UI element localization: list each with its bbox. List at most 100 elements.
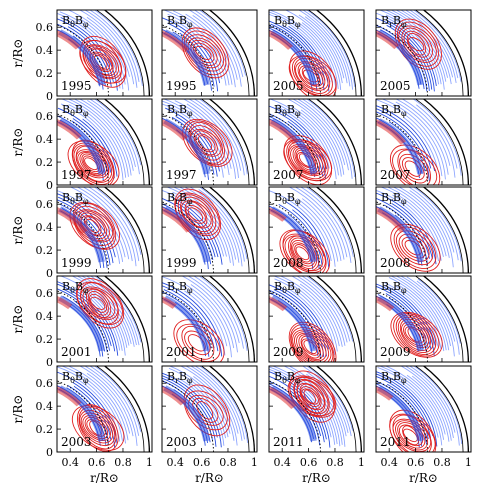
x-axis-label: r/R⊙	[90, 471, 119, 485]
positive-contour	[393, 226, 437, 269]
contour-field	[57, 99, 151, 185]
positive-contour	[301, 388, 319, 405]
positive-core	[269, 295, 288, 312]
y-tick-label: 0.4	[36, 221, 54, 234]
negative-contour	[179, 210, 214, 261]
panel-frame	[375, 9, 472, 97]
negative-contour	[72, 118, 112, 173]
surface-arc	[95, 99, 145, 185]
panel-frame	[161, 9, 258, 97]
positive-contour	[185, 204, 206, 224]
x-tick-label: 0.8	[219, 456, 237, 469]
panel-year-label: 2009	[273, 345, 304, 359]
panel-r2-c2: BrBφ 1997	[161, 98, 258, 186]
negative-contour	[172, 191, 227, 257]
positive-contour	[74, 209, 114, 243]
negative-contour	[299, 23, 339, 89]
negative-contour	[184, 283, 232, 358]
y-tick-label: 0.2	[36, 156, 54, 169]
panel-year-label: 1999	[61, 256, 92, 270]
positive-contour	[176, 323, 221, 362]
negative-contour	[305, 276, 354, 342]
contour-field	[376, 366, 470, 452]
negative-contour	[57, 281, 119, 356]
panel-r5-c4: BrBφ 2011 0.4 0.6 0.8 1	[375, 365, 472, 469]
negative-contour	[395, 10, 452, 85]
positive-contour	[295, 61, 329, 91]
panel-component-label: BθBφ	[62, 191, 89, 206]
x-tick-label: 0.6	[300, 456, 318, 469]
contour-field	[269, 366, 363, 452]
negative-contour	[395, 101, 449, 175]
surface-arc	[315, 276, 363, 362]
negative-contour	[386, 383, 429, 440]
positive-contour	[84, 416, 109, 440]
positive-contour	[390, 311, 443, 358]
surface-arc	[95, 366, 145, 452]
positive-contour	[84, 45, 120, 79]
panels-layer: BθBφ 1995 0 0.2 0.4 0.6 BrBφ 1995 BθBφ 2005 BrBφ 20…	[36, 9, 472, 469]
negative-contour	[301, 276, 351, 342]
surface-arc	[422, 366, 470, 452]
positive-contour	[79, 409, 116, 447]
panel-frame	[56, 365, 153, 453]
positive-contour	[296, 379, 326, 414]
panel-r3-c2: BrBφ 1999	[161, 186, 258, 274]
negative-contour	[300, 109, 342, 177]
negative-contour	[68, 104, 124, 180]
negative-contour	[193, 10, 244, 78]
x-tick-label: 1	[146, 456, 153, 469]
negative-contour	[269, 289, 322, 358]
panel-r1-c4: BrBφ 2005	[375, 9, 472, 97]
positive-contour	[300, 335, 321, 359]
positive-contour	[301, 66, 320, 86]
negative-contour	[376, 99, 443, 177]
positive-core	[269, 118, 299, 145]
negative-contour	[187, 276, 240, 344]
negative-contour	[93, 187, 142, 255]
contour-field	[376, 187, 470, 273]
panel-component-label: BrBφ	[381, 280, 407, 295]
x-tick-label: 0.8	[326, 456, 344, 469]
negative-contour	[389, 121, 426, 172]
positive-contour	[392, 414, 432, 452]
positive-core	[162, 118, 188, 141]
panel-frame	[56, 275, 153, 363]
panel-component-label: BrBφ	[167, 191, 193, 206]
negative-contour	[85, 276, 137, 346]
positive-contour	[71, 405, 125, 451]
positive-contour	[290, 324, 335, 362]
axis-labels-layer: r/R⊙ r/R⊙ r/R⊙ r/R⊙ r/R⊙ r/R⊙ r/R⊙ r/R⊙ r/R⊙	[11, 39, 438, 485]
panel-r4-c3: BθBφ 2009	[268, 275, 365, 363]
y-tick-label: 0.2	[36, 333, 54, 346]
positive-contour	[288, 144, 326, 177]
panel-r3-c1: BθBφ 1999 0 0.2 0.4 0.6	[36, 186, 153, 280]
negative-contour	[82, 118, 118, 177]
negative-contour	[392, 187, 450, 258]
y-tick-label: 0.2	[36, 423, 54, 436]
negative-contour	[162, 375, 218, 438]
surface-arc	[95, 187, 145, 273]
panel-component-label: BrBφ	[381, 370, 407, 385]
positive-contour	[299, 383, 322, 410]
surface-arc	[422, 99, 470, 185]
panel-frame	[161, 365, 258, 453]
positive-core	[376, 29, 400, 50]
negative-contour	[292, 99, 346, 166]
y-tick-label: 0.4	[36, 44, 54, 57]
negative-contour	[174, 100, 232, 169]
negative-contour	[292, 276, 346, 346]
panel-component-label: BrBφ	[381, 191, 407, 206]
negative-contour	[162, 189, 225, 257]
surface-arc	[315, 99, 363, 185]
negative-contour	[386, 24, 433, 90]
surface-arc	[315, 10, 363, 96]
y-axis-label: r/R⊙	[11, 305, 25, 334]
negative-contour	[60, 366, 127, 444]
surface-arc	[422, 10, 470, 96]
panel-frame	[161, 98, 258, 186]
positive-contour	[183, 30, 227, 76]
negative-contour	[377, 367, 443, 446]
panel-r2-c3: BθBφ 2007	[268, 98, 365, 186]
negative-contour	[170, 196, 223, 265]
